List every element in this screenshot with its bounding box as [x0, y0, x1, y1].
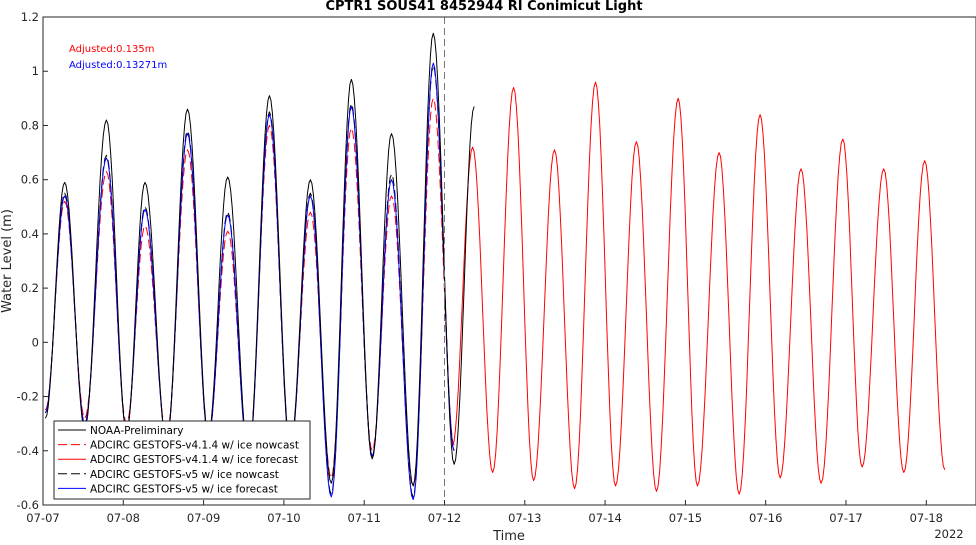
- adjusted-annotation: Adjusted:0.135m: [69, 44, 155, 55]
- y-tick-label: 0.4: [21, 227, 39, 241]
- x-tick-label: 07-17: [829, 511, 862, 525]
- x-tick-label: 07-07: [26, 511, 59, 525]
- x-tick-label: 07-14: [588, 511, 621, 525]
- legend-label: ADCIRC GESTOFS-v4.1.4 w/ ice forecast: [90, 454, 298, 466]
- y-tick-label: 0.6: [21, 173, 39, 187]
- y-tick-label: 0.2: [21, 281, 39, 295]
- series-line-0: [44, 32, 475, 487]
- legend-box: [53, 420, 311, 500]
- legend: NOAA-Preliminary ADCIRC GESTOFS-v4.1.4 w/…: [53, 420, 311, 500]
- x-tick-label: 07-09: [187, 511, 220, 525]
- adjusted-annotation: Adjusted:0.13271m: [69, 60, 167, 71]
- legend-label: ADCIRC GESTOFS-v5 w/ ice nowcast: [90, 469, 279, 481]
- x-tick-label: 07-15: [669, 511, 702, 525]
- x-tick-label: 07-12: [428, 511, 461, 525]
- series-line-2: [452, 81, 946, 495]
- y-tick-label: 0.8: [21, 118, 39, 132]
- y-tick-label: -0.2: [17, 390, 39, 404]
- x-tick-label: 07-13: [508, 511, 541, 525]
- annotations-layer: Adjusted:0.135m Adjusted:0.13271m: [69, 44, 167, 71]
- axes-layer: -0.6 -0.4 -0.2 0 0.2 0.4 0.6 0.8 1 1.2 07-07 07-08 0…: [17, 10, 976, 525]
- x-tick-label: 07-08: [107, 511, 140, 525]
- legend-label: NOAA-Preliminary: [90, 425, 183, 437]
- x-tick-label: 07-18: [910, 511, 943, 525]
- legend-label: ADCIRC GESTOFS-v4.1.4 w/ ice nowcast: [90, 440, 299, 452]
- y-tick-label: -0.6: [17, 498, 39, 512]
- y-axis-title: Water Level (m): [0, 209, 15, 313]
- x-tick-label: 07-16: [749, 511, 782, 525]
- plot-frame: [42, 16, 976, 506]
- y-tick-label: 0: [32, 335, 39, 349]
- x-tick-label: 07-10: [267, 511, 300, 525]
- x-axis-title: Time: [492, 529, 525, 541]
- y-tick-label: -0.4: [17, 444, 39, 458]
- x-year-label: 2022: [934, 527, 963, 541]
- legend-label: ADCIRC GESTOFS-v5 w/ ice forecast: [90, 483, 278, 495]
- y-tick-label: 1.2: [21, 10, 39, 24]
- x-tick-label: 07-11: [347, 511, 380, 525]
- y-tick-label: 1: [32, 64, 39, 78]
- chart-title: CPTR1 SOUS41 8452944 RI Conimicut Light: [325, 0, 642, 14]
